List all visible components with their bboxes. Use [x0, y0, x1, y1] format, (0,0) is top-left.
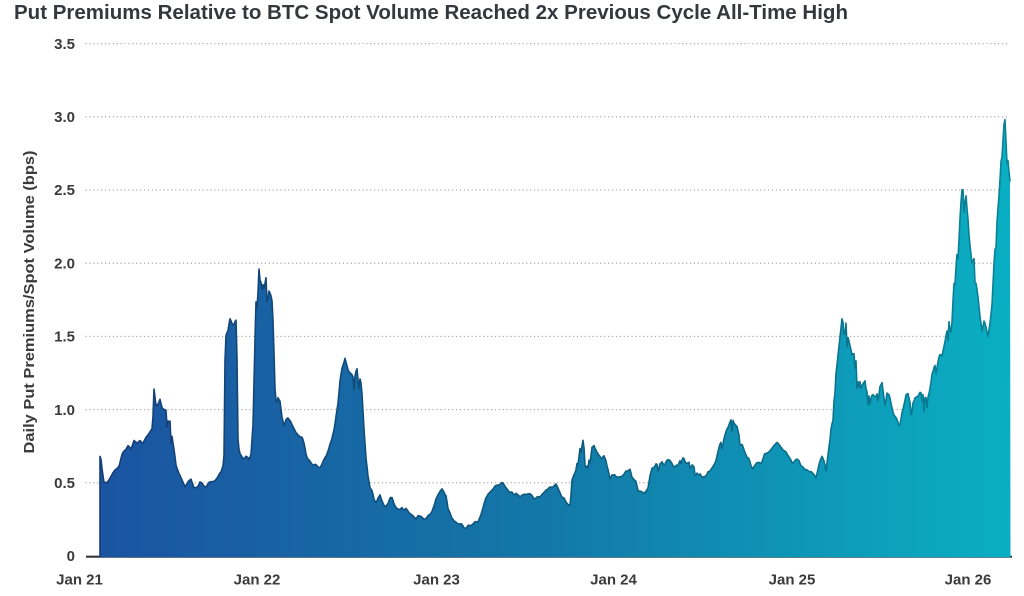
- svg-text:3.5: 3.5: [54, 36, 75, 53]
- svg-text:1.0: 1.0: [54, 402, 75, 419]
- svg-text:Jan 26: Jan 26: [945, 572, 992, 589]
- svg-text:1.5: 1.5: [54, 329, 75, 346]
- svg-text:0.5: 0.5: [54, 475, 75, 492]
- svg-text:Jan 23: Jan 23: [413, 572, 460, 589]
- svg-text:Jan 24: Jan 24: [590, 572, 637, 589]
- svg-text:Jan 21: Jan 21: [56, 572, 103, 589]
- svg-text:Put Premiums Relative to BTC S: Put Premiums Relative to BTC Spot Volume…: [14, 1, 848, 24]
- svg-text:0: 0: [67, 548, 75, 565]
- svg-text:Daily Put Premiums/Spot Volume: Daily Put Premiums/Spot Volume (bps): [21, 151, 38, 454]
- svg-text:2.0: 2.0: [54, 255, 75, 272]
- svg-text:Jan 22: Jan 22: [234, 572, 281, 589]
- svg-text:2.5: 2.5: [54, 182, 75, 199]
- svg-text:3.0: 3.0: [54, 109, 75, 126]
- svg-text:Jan 25: Jan 25: [769, 572, 816, 589]
